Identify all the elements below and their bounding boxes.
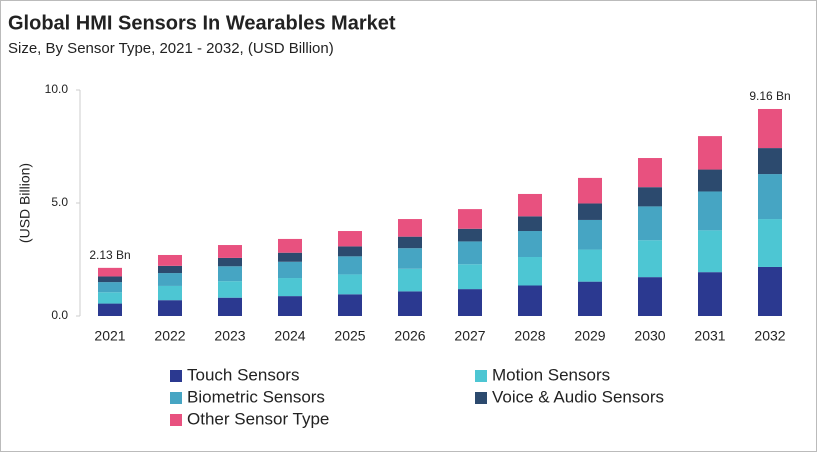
bar-segment [638,187,662,207]
bar-segment [458,241,482,265]
bar-segment [758,219,782,267]
bar-segment [98,276,122,283]
bar-segment [98,267,122,277]
legend-swatch [170,392,182,404]
bar-segment [398,236,422,249]
bar-segment [698,169,722,192]
bar-segment [218,245,242,258]
legend-label: Biometric Sensors [187,387,325,406]
bar-segment [518,193,542,217]
bar-segment [758,108,782,149]
x-tick-label: 2026 [394,328,425,344]
bar-segment [578,177,602,204]
chart-subtitle: Size, By Sensor Type, 2021 - 2032, (USD … [8,40,334,57]
bar-segment [278,278,302,297]
bar-segment [398,268,422,292]
bar-segment [98,292,122,304]
bar-segment [758,174,782,220]
bar-segment [518,285,542,316]
bar-segment [638,240,662,278]
x-tick-label: 2028 [514,328,545,344]
bar-segment [338,246,362,257]
bar-segment [98,303,122,316]
bar-segment [278,261,302,279]
bar-segment [758,148,782,175]
chart-title: Global HMI Sensors In Wearables Market [8,12,396,34]
bar-segment [158,300,182,316]
bar-segment [338,256,362,275]
bar-segment [578,249,602,282]
total-label: 9.16 Bn [749,89,790,103]
y-tick-label: 10.0 [45,82,69,96]
bar-segment [398,219,422,237]
bar-segment [218,257,242,267]
bar-segment [638,206,662,241]
bar-segment [218,297,242,316]
bar-segment [578,203,602,220]
bar-segment [278,252,302,262]
x-tick-label: 2024 [274,328,305,344]
bar-segment [698,230,722,273]
x-tick-label: 2032 [754,328,785,344]
bar-segment [158,273,182,286]
bar-segment [338,294,362,316]
legend-label: Voice & Audio Sensors [492,387,664,406]
legend-swatch [170,370,182,382]
bar-segment [698,191,722,231]
bar-segment [218,281,242,298]
bar-segment [98,282,122,293]
bar-segment [458,289,482,316]
total-label: 2.13 Bn [89,248,130,262]
legend-label: Motion Sensors [492,365,610,384]
bar-segment [638,277,662,316]
legend-swatch [170,414,182,426]
bar-segment [398,291,422,316]
bar-segment [278,296,302,316]
bar-segment [638,158,662,188]
bar-segment [698,272,722,316]
y-tick-label: 5.0 [51,195,68,209]
bar-segment [398,248,422,269]
y-axis-label: (USD Billion) [17,163,33,243]
bar-segment [698,136,722,170]
x-tick-label: 2023 [214,328,245,344]
bar-segment [458,209,482,229]
x-tick-label: 2021 [94,328,125,344]
bar-segment [158,254,182,266]
legend-swatch [475,370,487,382]
x-tick-label: 2027 [454,328,485,344]
bar-segment [458,264,482,290]
bar-segment [458,228,482,242]
x-tick-label: 2029 [574,328,605,344]
legend-label: Other Sensor Type [187,409,329,428]
bar-segment [578,219,602,250]
x-tick-label: 2030 [634,328,665,344]
bar-segment [278,238,302,253]
bar-segment [518,257,542,286]
bar-segment [158,265,182,274]
bar-segment [338,274,362,295]
legend-swatch [475,392,487,404]
bar-segment [518,216,542,232]
bar-segment [218,266,242,282]
y-tick-label: 0.0 [51,308,68,322]
bar-segment [758,266,782,316]
x-tick-label: 2025 [334,328,365,344]
bar-segment [158,285,182,301]
x-tick-label: 2031 [694,328,725,344]
x-tick-label: 2022 [154,328,185,344]
bar-segment [338,231,362,247]
bar-segment [578,281,602,316]
bar-segment [518,231,542,258]
legend-label: Touch Sensors [187,365,299,384]
